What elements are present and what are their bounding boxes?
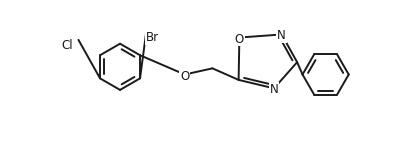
Text: N: N (269, 83, 278, 96)
Text: N: N (276, 29, 285, 42)
Text: O: O (180, 69, 189, 82)
Text: O: O (234, 33, 243, 46)
Text: Br: Br (146, 31, 159, 44)
Text: Cl: Cl (62, 39, 73, 52)
